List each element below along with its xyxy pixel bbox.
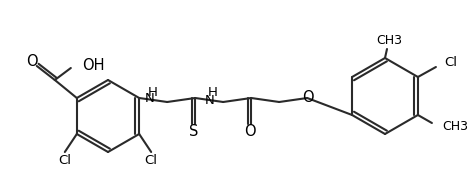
Text: Cl: Cl — [59, 155, 71, 167]
Text: O: O — [26, 55, 38, 70]
Text: N: N — [204, 94, 214, 107]
Text: O: O — [302, 89, 314, 104]
Text: S: S — [189, 124, 199, 140]
Text: OH: OH — [82, 57, 104, 73]
Text: Cl: Cl — [444, 56, 457, 70]
Text: H: H — [208, 87, 218, 99]
Text: O: O — [244, 124, 256, 140]
Text: CH3: CH3 — [376, 35, 402, 47]
Text: H: H — [148, 85, 158, 98]
Text: CH3: CH3 — [442, 121, 468, 133]
Text: Cl: Cl — [145, 155, 158, 167]
Text: N: N — [144, 93, 154, 105]
